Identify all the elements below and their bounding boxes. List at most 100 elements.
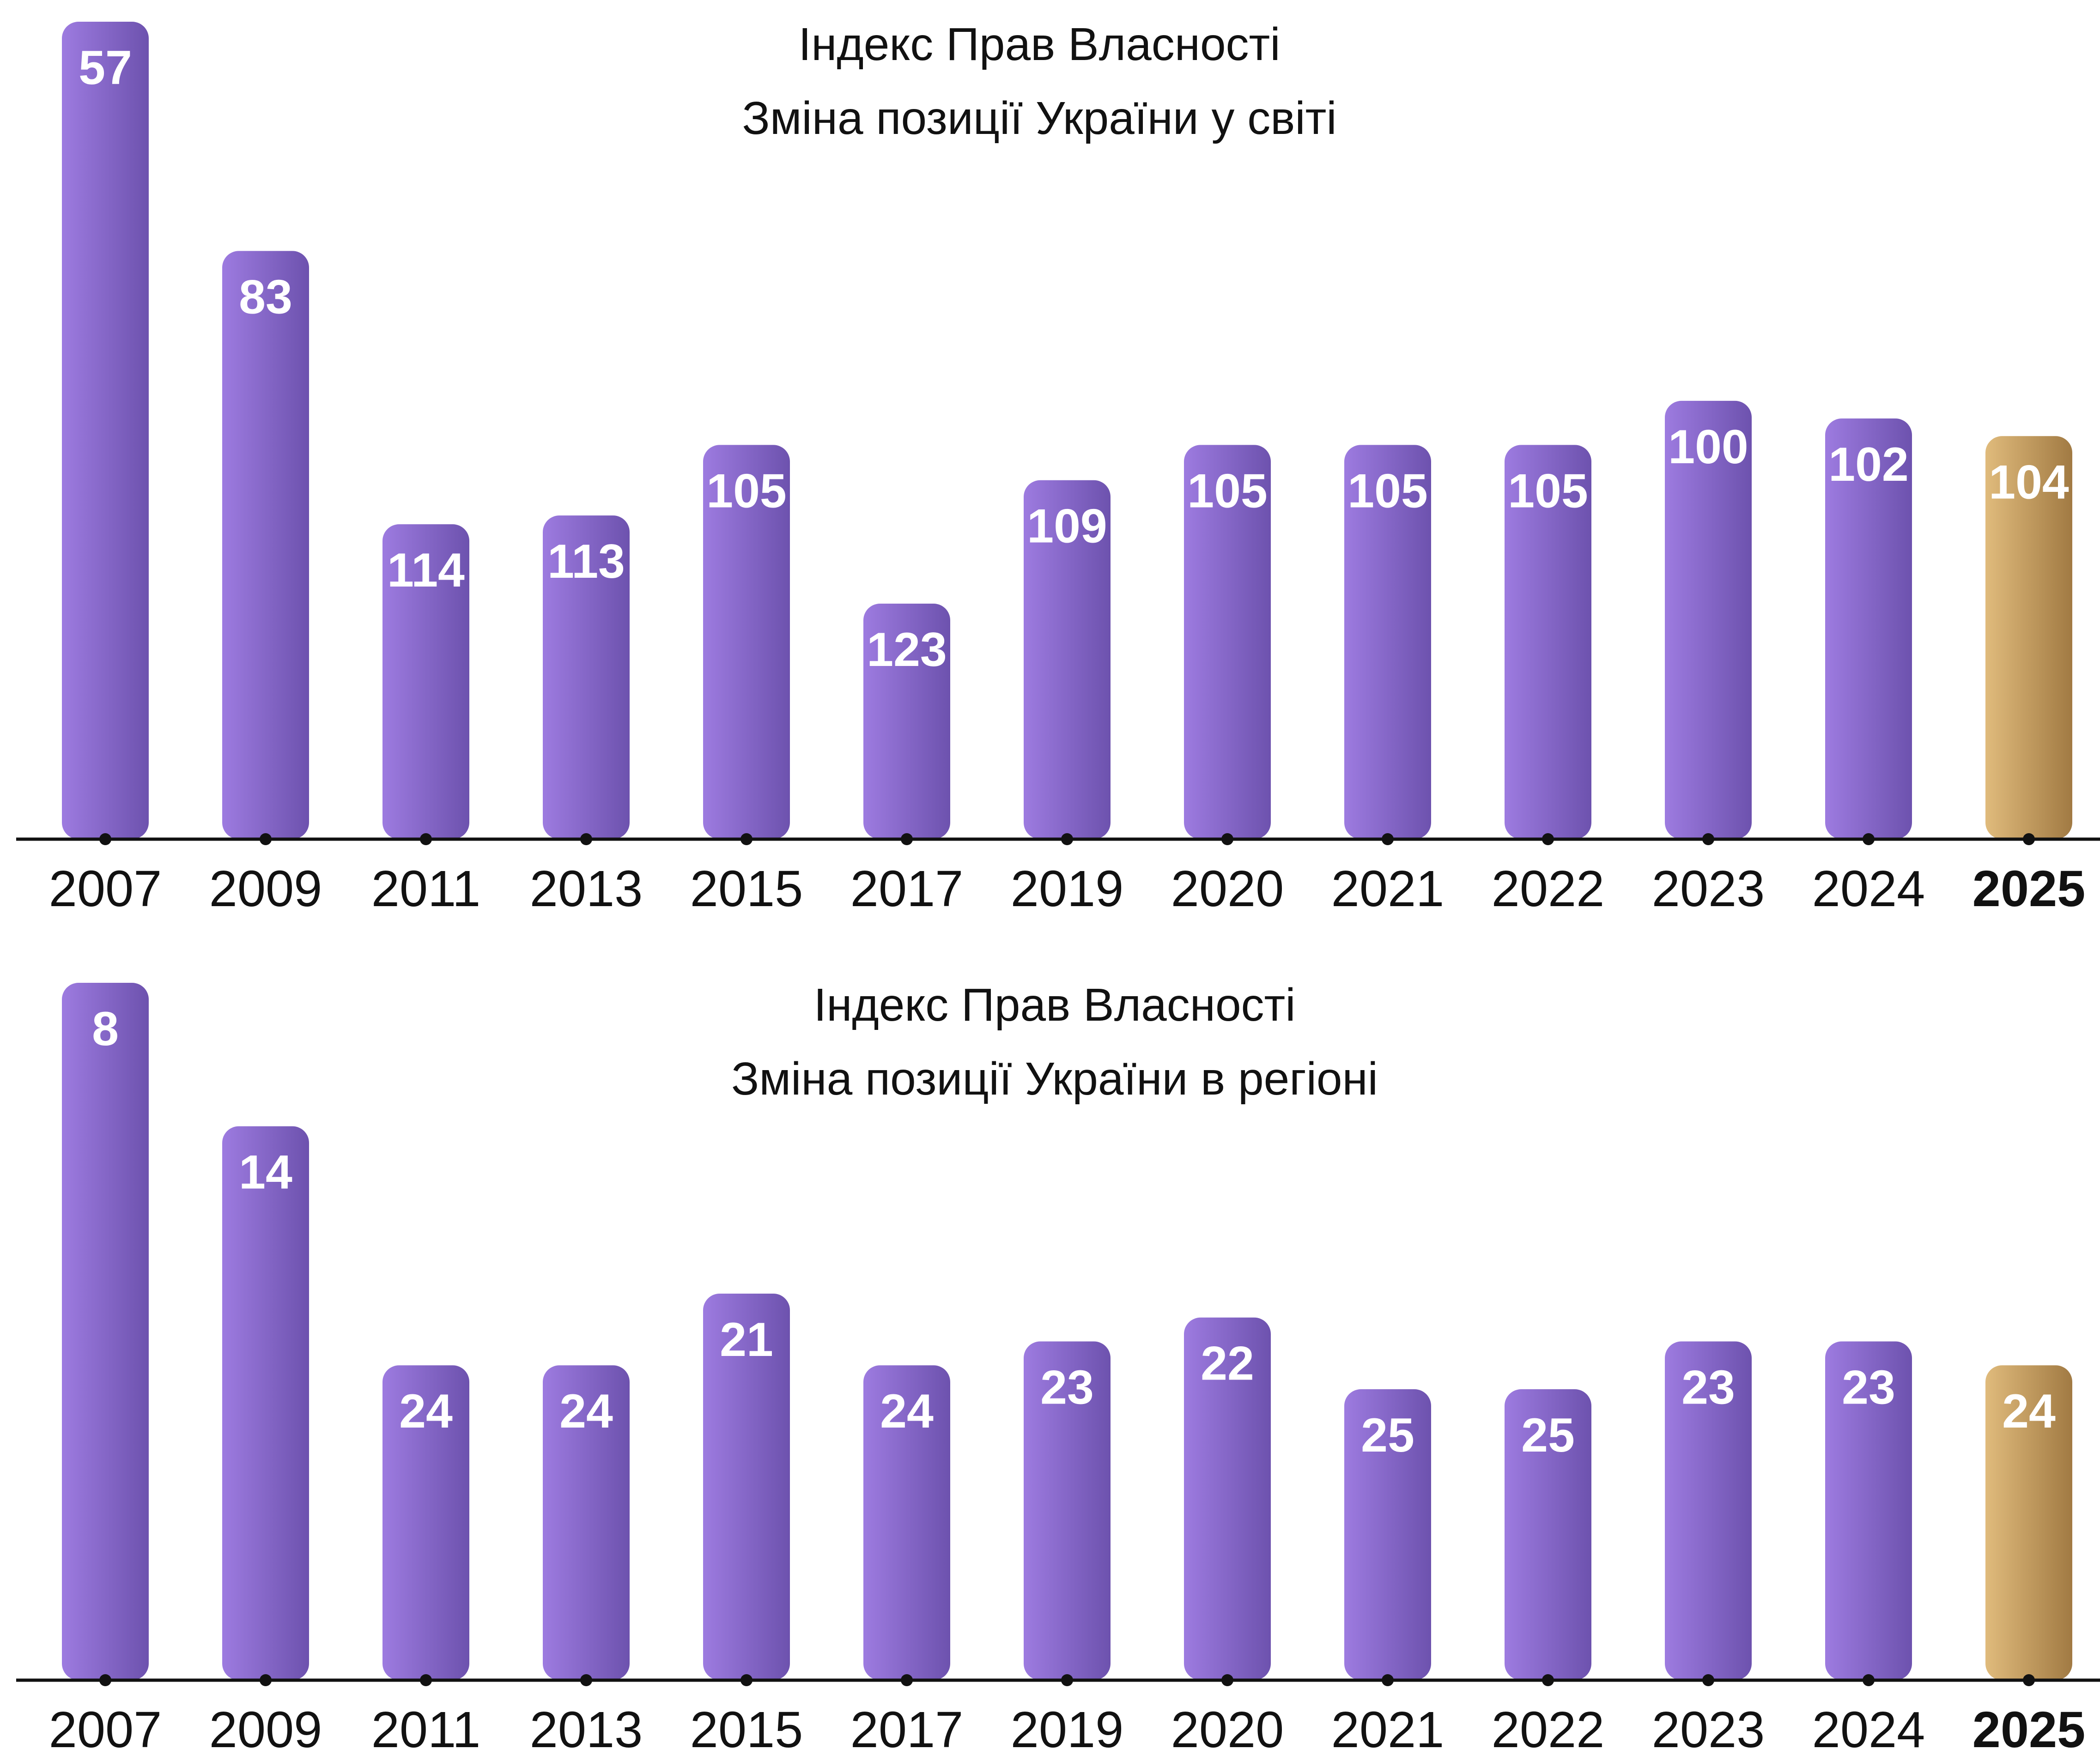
x-tick-mark — [1702, 833, 1714, 845]
x-tick-mark — [260, 1674, 272, 1686]
bar-value-label: 23 — [1681, 1361, 1735, 1414]
bar-value-label: 123 — [867, 623, 947, 677]
bar-region-2021 — [1344, 1389, 1431, 1680]
bar-region-2007 — [62, 983, 149, 1680]
bar-region-2013 — [543, 1365, 630, 1680]
x-tick-mark — [580, 833, 592, 845]
bar-region-2011 — [382, 1365, 469, 1680]
bar-value-label: 23 — [1040, 1361, 1094, 1414]
x-tick-mark — [740, 833, 753, 845]
bar-region-2025 — [1985, 1365, 2072, 1680]
chart-region-x-ticks: 2007 2009 2011 2013 2015 2017 2019 2020 2021 2022… — [49, 1674, 2086, 1755]
bar-value-label: 104 — [1989, 455, 2069, 509]
bar-value-label: 105 — [1508, 464, 1588, 518]
x-tick-label: 2009 — [209, 1701, 322, 1755]
x-tick-mark — [1382, 1674, 1394, 1686]
chart-region-title: Індекс Прав Власності — [813, 979, 1295, 1031]
x-tick-label: 2011 — [371, 860, 481, 917]
bar-value-label: 21 — [720, 1313, 773, 1367]
x-tick-label: 2020 — [1171, 860, 1284, 917]
x-tick-mark — [1221, 833, 1233, 845]
bar-value-label: 114 — [387, 544, 465, 597]
x-tick-mark — [901, 1674, 913, 1686]
bar-world-2019 — [1024, 480, 1111, 839]
bar-value-label: 22 — [1201, 1337, 1254, 1391]
x-tick-mark — [1542, 833, 1554, 845]
bar-value-label: 8 — [92, 1002, 119, 1056]
bar-world-2022 — [1505, 445, 1591, 839]
bar-value-label: 105 — [1347, 464, 1428, 518]
x-tick-mark — [99, 833, 111, 845]
x-tick-label: 2023 — [1652, 1701, 1765, 1755]
bar-region-2023 — [1665, 1341, 1752, 1680]
x-tick-label: 2021 — [1331, 860, 1445, 917]
bar-value-label: 57 — [79, 41, 132, 95]
x-tick-label: 2017 — [850, 860, 964, 917]
bar-world-2020 — [1184, 445, 1271, 839]
x-tick-label: 2024 — [1812, 860, 1925, 917]
x-tick-label: 2025 — [1973, 1701, 2086, 1755]
x-tick-label: 2007 — [49, 1701, 162, 1755]
bar-world-2017 — [863, 604, 950, 839]
x-tick-mark — [1863, 1674, 1875, 1686]
chart-world-subtitle: Зміна позиції України у світі — [742, 92, 1336, 144]
bar-value-label: 14 — [239, 1146, 292, 1199]
x-tick-label: 2015 — [690, 1701, 803, 1755]
bar-region-2022 — [1505, 1389, 1591, 1680]
bar-value-label: 24 — [880, 1385, 934, 1438]
x-tick-mark — [901, 833, 913, 845]
x-tick-label: 2009 — [209, 860, 322, 917]
bar-value-label: 24 — [2002, 1385, 2056, 1438]
bar-region-2015 — [703, 1293, 790, 1680]
x-tick-mark — [1702, 1674, 1714, 1686]
bar-region-2020 — [1184, 1317, 1271, 1680]
bar-world-2021 — [1344, 445, 1431, 839]
chart-world-bars: 57 83 114 113 105 123 109 105 105 105 100 102 104 — [62, 22, 2072, 839]
x-tick-mark — [99, 1674, 111, 1686]
x-tick-label: 2013 — [530, 860, 643, 917]
bar-value-label: 102 — [1828, 438, 1909, 491]
chart-region-bars: 8 14 24 24 21 24 23 22 25 25 23 23 24 — [62, 983, 2072, 1680]
x-tick-label: 2019 — [1011, 860, 1124, 917]
bar-world-2024 — [1825, 418, 1912, 839]
bar-world-2011 — [382, 524, 469, 839]
x-tick-label: 2019 — [1011, 1701, 1124, 1755]
bar-world-2007 — [62, 22, 149, 839]
bar-region-2019 — [1024, 1341, 1111, 1680]
x-tick-label: 2015 — [690, 860, 803, 917]
bar-value-label: 105 — [1187, 464, 1268, 518]
bar-value-label: 25 — [1361, 1409, 1414, 1462]
bar-value-label: 25 — [1521, 1409, 1575, 1462]
x-tick-mark — [1221, 1674, 1233, 1686]
bar-region-2017 — [863, 1365, 950, 1680]
bar-world-2025 — [1985, 436, 2072, 839]
bar-value-label: 24 — [559, 1385, 613, 1438]
x-tick-label: 2020 — [1171, 1701, 1284, 1755]
bar-world-2013 — [543, 515, 630, 839]
chart-region-subtitle: Зміна позиції України в регіоні — [731, 1053, 1378, 1105]
bar-value-label: 23 — [1842, 1361, 1895, 1414]
bar-value-label: 24 — [399, 1385, 453, 1438]
x-tick-label: 2023 — [1652, 860, 1765, 917]
bar-world-2023 — [1665, 400, 1752, 839]
chart-world-title: Індекс Прав Власності — [798, 18, 1280, 70]
bar-region-2009 — [222, 1126, 309, 1680]
bar-value-label: 105 — [706, 464, 787, 518]
x-tick-mark — [420, 833, 432, 845]
x-tick-mark — [740, 1674, 753, 1686]
x-tick-mark — [2023, 833, 2035, 845]
bar-value-label: 83 — [239, 270, 292, 324]
x-tick-mark — [1542, 1674, 1554, 1686]
x-tick-mark — [580, 1674, 592, 1686]
x-tick-mark — [1863, 833, 1875, 845]
bar-region-2024 — [1825, 1341, 1912, 1680]
bar-value-label: 100 — [1668, 420, 1748, 474]
bar-world-2015 — [703, 445, 790, 839]
bar-value-label: 113 — [547, 535, 625, 588]
x-tick-label: 2022 — [1492, 1701, 1605, 1755]
chart-world-x-ticks: 2007 2009 2011 2013 2015 2017 2019 2020 2021 2022… — [49, 833, 2086, 917]
x-tick-label: 2022 — [1492, 860, 1605, 917]
x-tick-label: 2013 — [530, 1701, 643, 1755]
x-tick-label: 2025 — [1973, 860, 2086, 917]
